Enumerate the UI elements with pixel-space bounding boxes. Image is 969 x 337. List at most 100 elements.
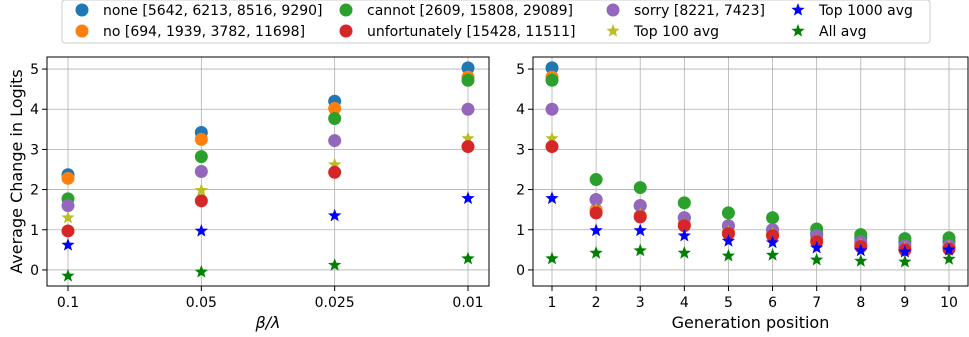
legend: none [5642, 6213, 8516, 9290] no [694, 19…	[61, 0, 931, 44]
point-s6-4	[461, 140, 475, 154]
legend-label-8: All avg	[819, 24, 867, 40]
point-s5-1	[545, 131, 559, 145]
point-s7-8	[854, 243, 868, 257]
series-6	[545, 140, 956, 257]
legend-marker-4	[339, 24, 353, 38]
x-tick-label-3: 0.025	[315, 295, 355, 311]
point-s5-1	[61, 210, 75, 224]
y-tick-label-5: 5	[516, 62, 525, 78]
left-panel-beta-over-lambda: 0 1 2 3 4 5 0.1 0.05 0.025 0.01 β/λ Average Change …	[7, 56, 490, 332]
plot-frame	[532, 56, 969, 287]
point-s8-7	[810, 252, 824, 266]
legend-marker-1	[75, 3, 89, 17]
gridlines	[533, 57, 968, 286]
series-4	[61, 102, 475, 213]
y-tick-label-3: 3	[30, 142, 39, 158]
x-tick-label-6: 6	[768, 295, 777, 311]
point-s6-3	[328, 165, 342, 179]
point-s3-1	[545, 73, 559, 87]
point-s8-6	[765, 248, 780, 261]
data-points	[545, 61, 956, 268]
legend-marker-8	[791, 24, 805, 37]
point-s8-3	[633, 243, 647, 257]
point-s6-3	[633, 210, 647, 224]
point-s1-1	[545, 61, 559, 75]
x-tick-label-4: 4	[680, 295, 689, 311]
point-s8-8	[854, 254, 868, 267]
point-s2-1	[61, 171, 75, 185]
point-s5-4	[461, 131, 475, 145]
point-s6-5	[721, 227, 735, 241]
x-tick-label-2: 0.05	[186, 295, 217, 311]
x-tick-label-7: 7	[812, 295, 821, 311]
y-tick-label-0: 0	[30, 263, 39, 279]
point-s4-1	[61, 199, 75, 213]
point-s6-2	[589, 206, 603, 220]
x-axis-label: β/λ	[254, 313, 280, 332]
y-tick-label-4: 4	[30, 102, 39, 118]
data-points	[61, 61, 475, 282]
point-s2-2	[194, 132, 208, 146]
point-s1-4	[461, 61, 475, 75]
point-s7-4	[677, 228, 691, 242]
x-tick-label-10: 10	[940, 295, 958, 311]
point-s7-9	[898, 244, 912, 258]
x-axis: 1 2 3 4 5 6 7 8 9 10	[548, 286, 958, 311]
series-8	[545, 243, 956, 268]
point-s7-2	[194, 223, 208, 237]
x-tick-label-1: 1	[548, 295, 557, 311]
point-s8-5	[721, 248, 736, 262]
point-s5-2	[194, 183, 208, 197]
x-axis: 0.1 0.05 0.025 0.01	[57, 286, 484, 311]
y-tick-label-2: 2	[30, 183, 39, 199]
series-2	[61, 70, 475, 185]
point-s2-3	[328, 101, 342, 115]
point-s7-5	[721, 234, 736, 247]
series-6	[61, 140, 475, 238]
legend-label-5: sorry [8221, 7423]	[634, 3, 765, 19]
point-s8-3	[328, 258, 342, 271]
legend-label-3: cannot [2609, 15808, 29089]	[367, 3, 573, 19]
y-axis: 0 1 2 3 4 5	[516, 62, 533, 279]
y-tick-label-1: 1	[516, 223, 525, 239]
x-tick-label-4: 0.01	[452, 295, 483, 311]
x-tick-label-5: 5	[724, 295, 733, 311]
point-s3-3	[633, 181, 647, 195]
x-axis-label: Generation position	[672, 313, 830, 332]
point-s4-4	[461, 102, 475, 116]
legend-label-4: unfortunately [15428, 11511]	[367, 24, 575, 40]
x-tick-label-2: 2	[592, 295, 601, 311]
y-tick-label-4: 4	[516, 102, 525, 118]
legend-marker-7	[791, 3, 805, 16]
x-tick-label-1: 0.1	[57, 295, 79, 311]
point-s3-4	[461, 73, 475, 87]
point-s7-1	[61, 238, 75, 251]
point-s6-4	[677, 219, 691, 233]
point-s8-10	[942, 252, 956, 265]
y-axis-label: Average Change in Logits	[7, 69, 26, 273]
point-s7-7	[810, 240, 824, 254]
point-s3-6	[766, 211, 780, 225]
legend-marker-3	[339, 3, 353, 17]
series-3	[61, 73, 475, 206]
legend-label-1: none [5642, 6213, 8516, 9290]	[103, 3, 323, 19]
y-tick-label-0: 0	[516, 263, 525, 279]
right-panel-generation-position: 0 1 2 3 4 5 1 2 3 4 5 6 7 8 9 10 Generation position	[516, 56, 969, 332]
y-tick-label-2: 2	[516, 183, 525, 199]
point-s7-2	[589, 223, 603, 237]
series-8	[61, 251, 475, 282]
point-s3-5	[721, 206, 735, 220]
series-7	[61, 191, 475, 251]
point-s8-1	[545, 251, 559, 265]
series-2	[545, 70, 956, 253]
point-s5-3	[328, 157, 342, 171]
point-s8-2	[589, 246, 603, 259]
point-s3-2	[589, 173, 603, 187]
point-s8-4	[677, 246, 691, 259]
series-1	[545, 61, 956, 249]
point-s7-3	[633, 223, 647, 237]
y-tick-label-3: 3	[516, 142, 525, 158]
x-tick-label-8: 8	[856, 295, 865, 311]
point-s7-4	[461, 191, 475, 205]
